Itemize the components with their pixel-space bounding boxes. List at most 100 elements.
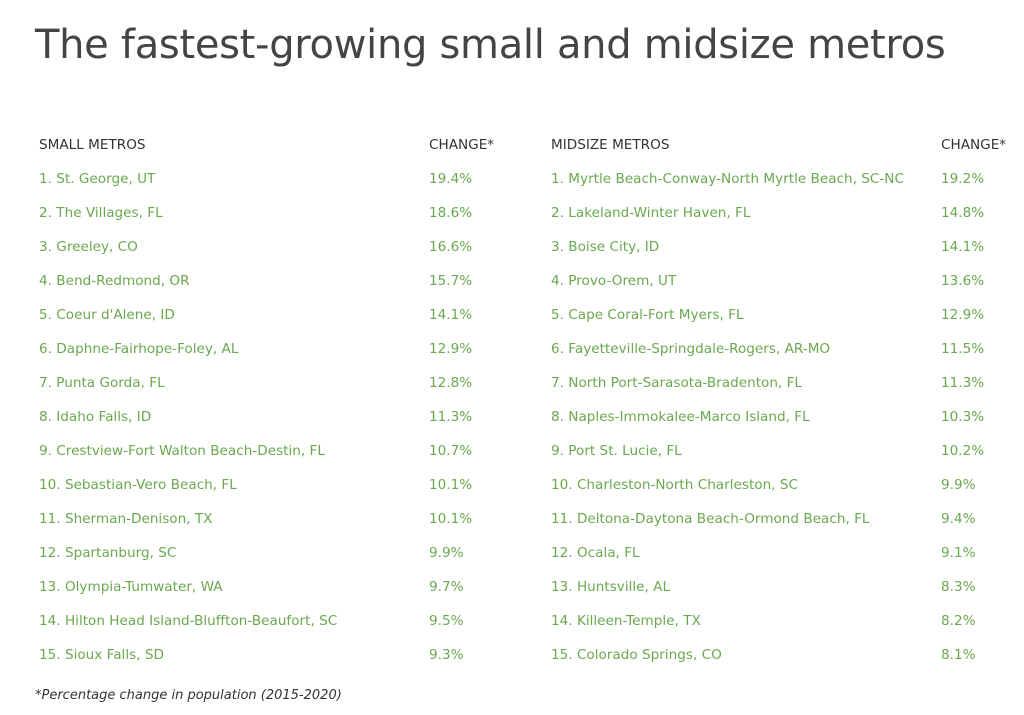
table-header-row: SMALL METROS CHANGE* xyxy=(39,128,519,162)
change-value: 15.7% xyxy=(429,273,473,289)
metro-name: 15. Sioux Falls, SD xyxy=(39,647,164,663)
metro-name: 8. Idaho Falls, ID xyxy=(39,409,152,425)
table-row: 10. Charleston-North Charleston, SC 9.9% xyxy=(551,468,1024,502)
metro-name: 8. Naples-Immokalee-Marco Island, FL xyxy=(551,409,810,425)
metro-name: 7. North Port-Sarasota-Bradenton, FL xyxy=(551,375,802,391)
change-value: 10.7% xyxy=(429,443,473,459)
table-row: 9. Crestview-Fort Walton Beach-Destin, F… xyxy=(39,434,519,468)
table-row: 11. Deltona-Daytona Beach-Ormond Beach, … xyxy=(551,502,1024,536)
metro-name: 3. Greeley, CO xyxy=(39,239,138,255)
metro-name: 12. Spartanburg, SC xyxy=(39,545,177,561)
metro-name: 10. Sebastian-Vero Beach, FL xyxy=(39,477,237,493)
change-value: 12.9% xyxy=(941,307,985,323)
change-value: 10.1% xyxy=(429,477,473,493)
small-metros-header: SMALL METROS xyxy=(39,137,146,153)
metro-name: 5. Coeur d'Alene, ID xyxy=(39,307,175,323)
table-row: 14. Killeen-Temple, TX 8.2% xyxy=(551,604,1024,638)
table-row: 10. Sebastian-Vero Beach, FL 10.1% xyxy=(39,468,519,502)
metro-name: 2. The Villages, FL xyxy=(39,205,163,221)
metro-name: 11. Sherman-Denison, TX xyxy=(39,511,213,527)
change-value: 10.2% xyxy=(941,443,985,459)
metro-name: 7. Punta Gorda, FL xyxy=(39,375,165,391)
table-row: 8. Idaho Falls, ID 11.3% xyxy=(39,400,519,434)
table-row: 1. St. George, UT 19.4% xyxy=(39,162,519,196)
table-row: 12. Ocala, FL 9.1% xyxy=(551,536,1024,570)
metro-name: 14. Hilton Head Island-Bluffton-Beaufort… xyxy=(39,613,338,629)
change-value: 14.8% xyxy=(941,205,985,221)
metro-name: 9. Port St. Lucie, FL xyxy=(551,443,682,459)
page-title: The fastest-growing small and midsize me… xyxy=(35,22,946,68)
change-value: 8.2% xyxy=(941,613,976,629)
table-row: 7. North Port-Sarasota-Bradenton, FL 11.3… xyxy=(551,366,1024,400)
change-value: 10.1% xyxy=(429,511,473,527)
change-value: 13.6% xyxy=(941,273,985,289)
change-value: 11.5% xyxy=(941,341,985,357)
metro-name: 13. Olympia-Tumwater, WA xyxy=(39,579,223,595)
metro-name: 5. Cape Coral-Fort Myers, FL xyxy=(551,307,744,323)
change-value: 9.4% xyxy=(941,511,976,527)
change-value: 9.3% xyxy=(429,647,464,663)
table-row: 5. Coeur d'Alene, ID 14.1% xyxy=(39,298,519,332)
table-row: 13. Olympia-Tumwater, WA 9.7% xyxy=(39,570,519,604)
change-value: 10.3% xyxy=(941,409,985,425)
change-value: 11.3% xyxy=(941,375,985,391)
table-row: 14. Hilton Head Island-Bluffton-Beaufort… xyxy=(39,604,519,638)
table-row: 2. Lakeland-Winter Haven, FL 14.8% xyxy=(551,196,1024,230)
metro-name: 12. Ocala, FL xyxy=(551,545,640,561)
table-row: 2. The Villages, FL 18.6% xyxy=(39,196,519,230)
footnote: *Percentage change in population (2015-2… xyxy=(35,688,342,703)
table-row: 4. Provo-Orem, UT 13.6% xyxy=(551,264,1024,298)
table-row: 13. Huntsville, AL 8.3% xyxy=(551,570,1024,604)
midsize-change-header: CHANGE* xyxy=(941,137,1007,153)
table-row: 5. Cape Coral-Fort Myers, FL 12.9% xyxy=(551,298,1024,332)
metro-name: 1. St. George, UT xyxy=(39,171,156,187)
metro-name: 14. Killeen-Temple, TX xyxy=(551,613,701,629)
change-value: 9.9% xyxy=(429,545,464,561)
midsize-metros-table: MIDSIZE METROS CHANGE* 1. Myrtle Beach-C… xyxy=(551,128,1024,672)
change-value: 12.8% xyxy=(429,375,473,391)
table-row: 15. Sioux Falls, SD 9.3% xyxy=(39,638,519,672)
change-value: 14.1% xyxy=(941,239,985,255)
table-header-row: MIDSIZE METROS CHANGE* xyxy=(551,128,1024,162)
change-value: 12.9% xyxy=(429,341,473,357)
table-row: 12. Spartanburg, SC 9.9% xyxy=(39,536,519,570)
change-value: 19.2% xyxy=(941,171,985,187)
metro-name: 15. Colorado Springs, CO xyxy=(551,647,722,663)
table-row: 7. Punta Gorda, FL 12.8% xyxy=(39,366,519,400)
metro-name: 4. Bend-Redmond, OR xyxy=(39,273,190,289)
metro-name: 1. Myrtle Beach-Conway-North Myrtle Beac… xyxy=(551,171,904,187)
metro-name: 10. Charleston-North Charleston, SC xyxy=(551,477,798,493)
change-value: 9.5% xyxy=(429,613,464,629)
table-row: 3. Boise City, ID 14.1% xyxy=(551,230,1024,264)
change-value: 8.3% xyxy=(941,579,976,595)
change-value: 11.3% xyxy=(429,409,473,425)
metro-name: 11. Deltona-Daytona Beach-Ormond Beach, … xyxy=(551,511,870,527)
table-row: 6. Fayetteville-Springdale-Rogers, AR-MO… xyxy=(551,332,1024,366)
table-row: 4. Bend-Redmond, OR 15.7% xyxy=(39,264,519,298)
change-value: 9.9% xyxy=(941,477,976,493)
metro-name: 9. Crestview-Fort Walton Beach-Destin, F… xyxy=(39,443,325,459)
table-row: 15. Colorado Springs, CO 8.1% xyxy=(551,638,1024,672)
metro-name: 4. Provo-Orem, UT xyxy=(551,273,677,289)
metro-name: 6. Fayetteville-Springdale-Rogers, AR-MO xyxy=(551,341,831,357)
table-row: 11. Sherman-Denison, TX 10.1% xyxy=(39,502,519,536)
midsize-metros-header: MIDSIZE METROS xyxy=(551,137,670,153)
change-value: 16.6% xyxy=(429,239,473,255)
metro-name: 2. Lakeland-Winter Haven, FL xyxy=(551,205,751,221)
change-value: 18.6% xyxy=(429,205,473,221)
small-change-header: CHANGE* xyxy=(429,137,495,153)
change-value: 14.1% xyxy=(429,307,473,323)
metro-name: 13. Huntsville, AL xyxy=(551,579,671,595)
metro-name: 6. Daphne-Fairhope-Foley, AL xyxy=(39,341,239,357)
change-value: 9.1% xyxy=(941,545,976,561)
metro-name: 3. Boise City, ID xyxy=(551,239,660,255)
table-row: 9. Port St. Lucie, FL 10.2% xyxy=(551,434,1024,468)
table-row: 6. Daphne-Fairhope-Foley, AL 12.9% xyxy=(39,332,519,366)
table-row: 3. Greeley, CO 16.6% xyxy=(39,230,519,264)
change-value: 9.7% xyxy=(429,579,464,595)
change-value: 19.4% xyxy=(429,171,473,187)
small-metros-table: SMALL METROS CHANGE* 1. St. George, UT 19… xyxy=(39,128,519,672)
table-row: 8. Naples-Immokalee-Marco Island, FL 10.3… xyxy=(551,400,1024,434)
table-row: 1. Myrtle Beach-Conway-North Myrtle Beac… xyxy=(551,162,1024,196)
change-value: 8.1% xyxy=(941,647,976,663)
